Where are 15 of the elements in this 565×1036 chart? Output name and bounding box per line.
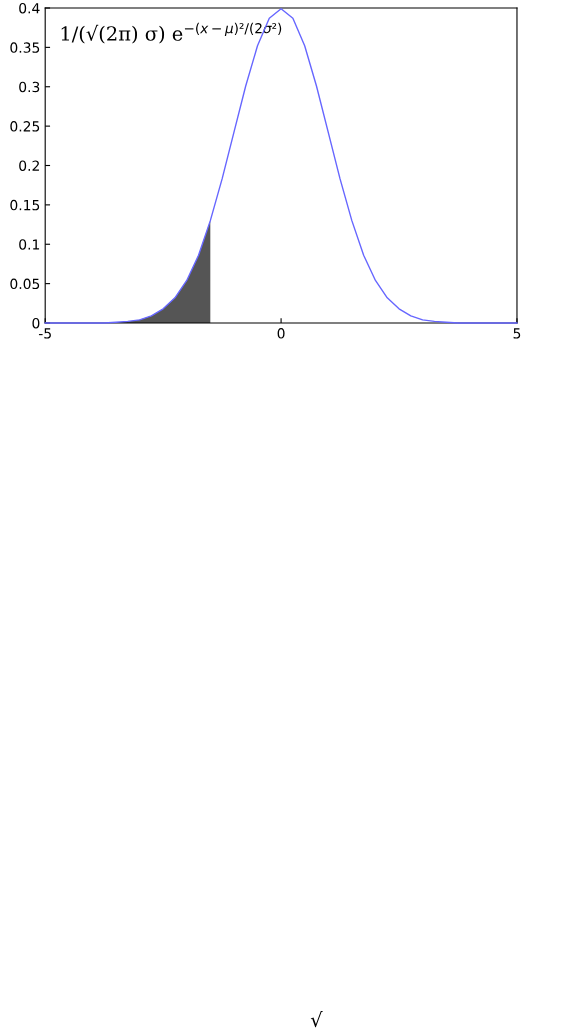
x-tick-label: 5 xyxy=(513,328,521,339)
y-tick-label: 0.05 xyxy=(10,278,40,290)
y-tick-label: 0.1 xyxy=(19,239,40,250)
x-tick-label: -5 xyxy=(38,328,51,339)
y-tick-label: 0.25 xyxy=(10,121,40,132)
y-tick-label: 0 xyxy=(32,317,40,329)
line-series xyxy=(44,8,518,324)
y-tick-label: 0.3 xyxy=(19,81,40,93)
annotation: 1/(√(2π) σ) e$^{−(x−μ)²/(2σ²)}$ xyxy=(61,22,282,44)
y-tick-label: 0.35 xyxy=(10,42,40,53)
y-tick-label: 0.2 xyxy=(19,160,39,171)
y-tick-label: 0.15 xyxy=(10,199,40,211)
x-tick-label: 0 xyxy=(277,328,285,339)
y-tick-label: 0.4 xyxy=(19,2,40,14)
text: √ xyxy=(310,1011,323,1028)
